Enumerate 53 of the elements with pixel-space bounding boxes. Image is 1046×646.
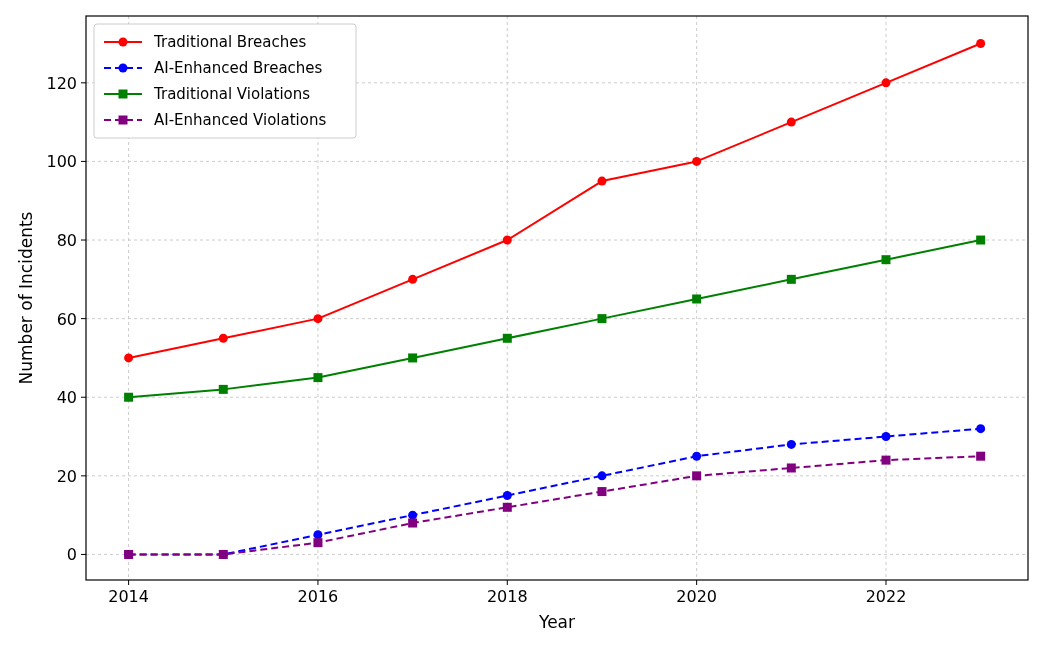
point [597,487,607,497]
point [786,274,796,284]
y-tick-label: 60 [56,309,77,329]
point [786,463,796,473]
point [408,274,418,284]
y-tick-label: 40 [56,388,77,408]
legend-label: Traditional Breaches [153,33,307,51]
y-axis-title: Number of Incidents [16,211,36,385]
point [881,255,891,265]
point [881,432,891,442]
point [313,538,323,548]
x-axis-title: Year [538,612,575,632]
point [502,491,512,500]
point [692,451,702,461]
x-tick-label: 2020 [676,587,717,606]
point [218,384,228,394]
point [313,314,323,324]
point [692,156,702,166]
x-tick-label: 2016 [297,587,339,606]
legend-label: AI-Enhanced Breaches [154,59,323,77]
point [124,353,134,363]
y-tick-label: 120 [46,73,77,93]
point [502,235,512,245]
point [976,39,986,49]
point [408,518,418,528]
point [881,455,891,465]
legend-label: AI-Enhanced Violations [154,111,327,129]
point [597,471,607,481]
point [502,333,512,343]
y-tick-label: 100 [46,152,77,172]
point [976,235,986,245]
point [124,392,134,402]
point [313,373,323,383]
y-tick-label: 20 [56,466,77,486]
point [786,117,796,127]
point [692,471,702,481]
x-tick-label: 2018 [486,587,528,606]
point [976,424,986,434]
point [218,333,228,343]
y-tick-label: 80 [56,231,77,251]
x-tick-label: 2022 [865,587,907,606]
legend-label: Traditional Violations [153,85,311,103]
y-tick-label: 0 [66,545,77,565]
point [692,294,702,304]
point [881,78,891,88]
point [408,510,418,520]
point [502,502,512,512]
point [597,176,607,186]
point [408,353,418,363]
x-tick-label: 2014 [108,587,149,606]
point [786,439,796,449]
point [976,451,986,461]
point [597,314,607,324]
